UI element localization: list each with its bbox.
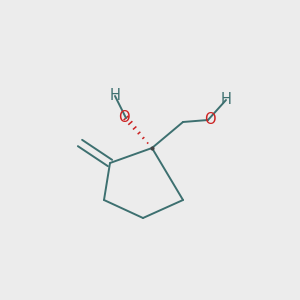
Text: O: O xyxy=(118,110,130,125)
Text: H: H xyxy=(110,88,120,103)
Text: O: O xyxy=(204,112,216,128)
Text: H: H xyxy=(220,92,231,106)
